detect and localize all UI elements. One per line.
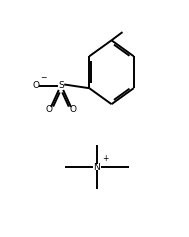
Text: −: − (40, 73, 46, 82)
Text: +: + (102, 154, 109, 163)
Text: O: O (69, 105, 76, 114)
Text: N: N (94, 163, 100, 172)
Text: O: O (33, 82, 40, 91)
Text: O: O (46, 105, 53, 114)
Text: S: S (58, 82, 64, 91)
